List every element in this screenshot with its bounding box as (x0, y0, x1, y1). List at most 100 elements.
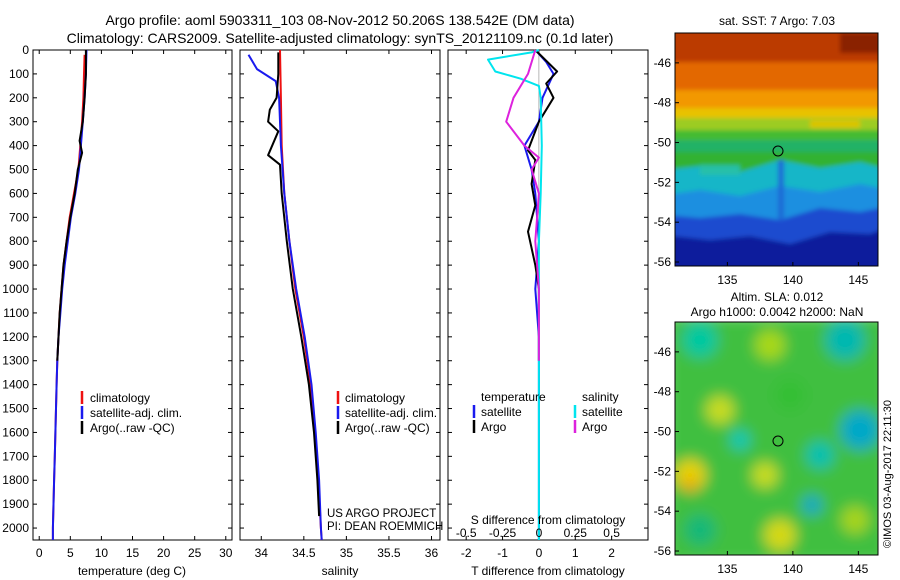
s-tick-label: 0.5 (603, 526, 620, 540)
longitude-label: 145 (848, 562, 868, 576)
x-tick-label: 34.5 (292, 546, 316, 560)
x-tick-label: 36 (425, 546, 439, 560)
depth-tick-label: 500 (9, 163, 29, 177)
series-line-argo-raw-qc (267, 52, 321, 517)
temperature-panel: 0100200300400500600700800900100011001200… (2, 43, 232, 578)
salinity-x-label: salinity (322, 564, 359, 578)
temperature-legend: climatology satellite-adj. clim. Argo(..… (80, 391, 182, 435)
series-line-s-argo (505, 49, 540, 361)
project-annotation: US ARGO PROJECT (327, 508, 436, 520)
longitude-label: 135 (717, 562, 737, 576)
pi-annotation: PI: DEAN ROEMMICH (327, 521, 443, 533)
depth-tick-label: 800 (9, 234, 29, 248)
sal-legend-climatology: climatology (345, 391, 405, 405)
latitude-label: -46 (654, 345, 672, 359)
x-tick-label: -2 (461, 546, 472, 560)
sal-legend-argo: Argo(..raw -QC) (345, 421, 430, 435)
x-tick-label: -1 (497, 546, 508, 560)
salinity-series (247, 49, 323, 541)
longitude-label: 140 (783, 273, 803, 287)
depth-tick-label: 1600 (2, 425, 29, 439)
longitude-label: 145 (848, 273, 868, 287)
depth-axis: 0 100 200 300 400 500 600 700 800 900 1000 1100 1200… (2, 43, 232, 535)
depth-tick-label: 100 (9, 67, 29, 81)
sla-map-title-1: Altim. SLA: 0.012 (731, 290, 824, 304)
latitude-label: -56 (654, 544, 672, 558)
x-tick-label: 2 (608, 546, 615, 560)
sal-legend-satellite: satellite-adj. clim. (345, 406, 437, 420)
sst-map-axes: 135 140 145 -46 -48 -50 -52 -54 -56 (654, 56, 869, 287)
latitude-label: -46 (654, 56, 672, 70)
x-tick-label: 0 (36, 546, 43, 560)
temp-legend-satellite: satellite-adj. clim. (90, 406, 182, 420)
depth-tick-label: 1400 (2, 378, 29, 392)
depth-tick-label: 1700 (2, 449, 29, 463)
temp-legend-climatology: climatology (90, 391, 150, 405)
depth-tick-label: 1800 (2, 473, 29, 487)
depth-tick-label: 2000 (2, 521, 29, 535)
depth-tick-label: 1900 (2, 497, 29, 511)
salinity-difference-ticks: -0.5 -0.25 0 0.25 0.5 (456, 526, 620, 540)
latitude-label: -50 (654, 425, 672, 439)
depth-tick-label: 1300 (2, 354, 29, 368)
x-tick-label: 30 (219, 546, 233, 560)
x-tick-label: 15 (126, 546, 140, 560)
temperature-plot-frame (32, 49, 233, 541)
difference-x-axis: -2 -1 0 1 2 (448, 49, 648, 560)
legend-temperature-heading: temperature (481, 390, 546, 404)
x-tick-label: 0 (536, 546, 543, 560)
series-line-satellite-adj-clim (247, 54, 323, 541)
s-tick-label: -0.25 (489, 526, 517, 540)
series-line-s-satellite (487, 49, 543, 540)
sst-map-title: sat. SST: 7 Argo: 7.03 (719, 14, 835, 28)
difference-x-label: T difference from climatology (471, 564, 625, 578)
x-tick-label: 1 (572, 546, 579, 560)
latitude-label: -50 (654, 136, 672, 150)
series-line-climatology (51, 54, 86, 540)
s-tick-label: 0.25 (564, 526, 588, 540)
longitude-label: 135 (717, 273, 737, 287)
sst-map-frame (674, 32, 879, 267)
depth-tick-label: 600 (9, 186, 29, 200)
temperature-x-axis: 0 5 10 15 20 25 30 (36, 50, 233, 560)
legend-t-argo: Argo (481, 420, 507, 434)
depth-tick-label: 1200 (2, 330, 29, 344)
depth-tick-label: 400 (9, 139, 29, 153)
sla-map-frame (674, 321, 879, 556)
sst-argo-marker (772, 145, 784, 157)
depth-tick-label: 1000 (2, 282, 29, 296)
depth-tick-label: 1100 (3, 306, 29, 320)
salinity-difference-label: S difference from climatology (471, 513, 626, 527)
latitude-label: -48 (654, 385, 672, 399)
depth-tick-label: 1500 (2, 402, 29, 416)
difference-legend: temperature satellite Argo salinity sate… (472, 390, 623, 434)
imos-stamp: ©IMOS 03-Aug-2017 22:11:30 (882, 400, 894, 548)
header-line-1: Argo profile: aoml 5903311_103 08-Nov-20… (105, 12, 574, 28)
sla-map-panel: Altim. SLA: 0.012 Argo h1000: 0.0042 h20… (654, 290, 879, 576)
latitude-label: -54 (654, 215, 672, 229)
x-tick-label: 5 (67, 546, 74, 560)
legend-s-argo: Argo (582, 420, 608, 434)
x-tick-label: 35 (340, 546, 354, 560)
depth-tick-label: 900 (9, 258, 29, 272)
latitude-label: -54 (654, 504, 672, 518)
temp-legend-argo: Argo(..raw -QC) (90, 421, 175, 435)
depth-tick-label: 300 (9, 115, 29, 129)
difference-panel: -2 -1 0 1 2 T difference from climatology S … (447, 49, 649, 578)
temperature-series (51, 49, 88, 540)
s-tick-label: -0.5 (456, 526, 477, 540)
series-line-argo-raw-qc (56, 50, 87, 361)
x-tick-label: 10 (95, 546, 109, 560)
sst-map-panel: sat. SST: 7 Argo: 7.03 (654, 14, 879, 287)
legend-t-satellite: satellite (481, 405, 522, 419)
temperature-x-label: temperature (deg C) (78, 564, 186, 578)
sla-field (675, 322, 878, 555)
x-tick-label: 20 (157, 546, 171, 560)
sla-map-axes: 135 140 145 -46 -48 -50 -52 -54 -56 (654, 345, 869, 576)
depth-tick-label: 0 (22, 43, 29, 57)
sla-argo-marker (772, 435, 784, 447)
legend-salinity-heading: salinity (582, 390, 619, 404)
difference-series (487, 49, 559, 540)
difference-plot-frame (447, 49, 649, 541)
